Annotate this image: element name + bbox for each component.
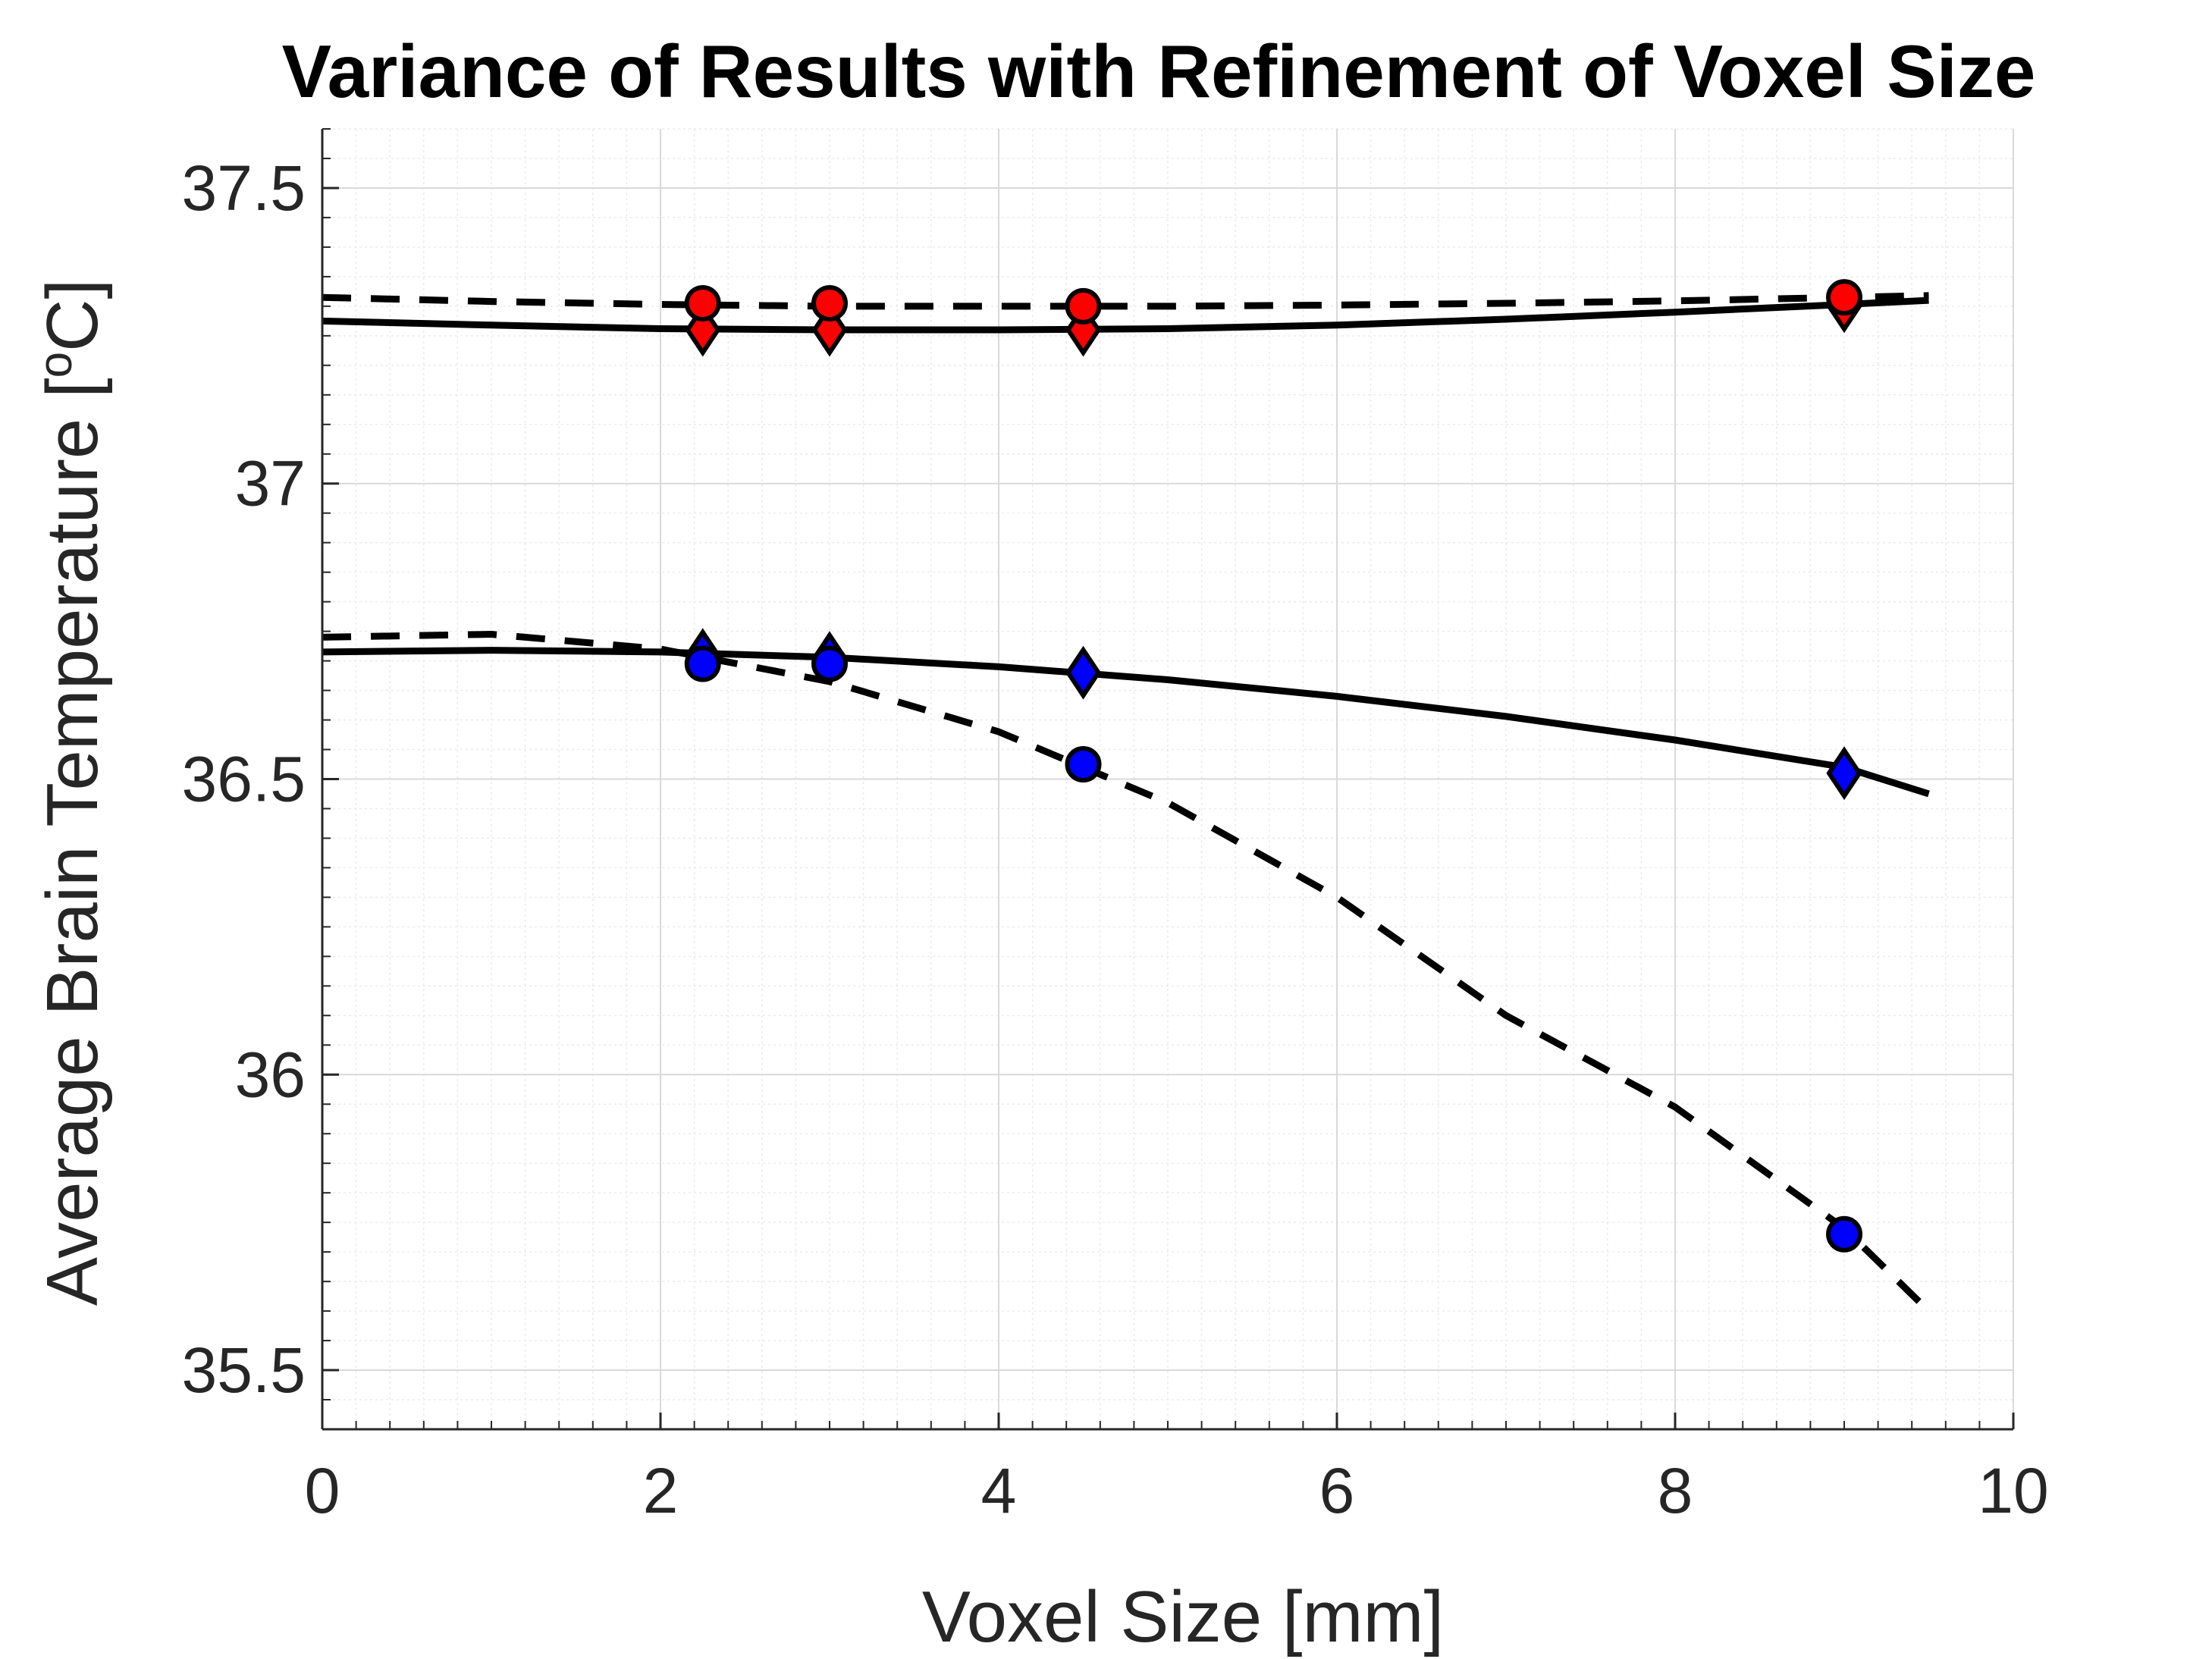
- x-tick-label: 4: [981, 1455, 1017, 1526]
- axes: [321, 128, 2015, 1431]
- y-tick-label: 36.5: [182, 744, 306, 815]
- y-tick-label: 37.5: [182, 152, 306, 224]
- circle-marker: [811, 645, 848, 682]
- circle-marker: [1065, 746, 1102, 783]
- y-axis-label: Average Brain Temperature [oC]: [30, 279, 114, 1306]
- circle-marker: [684, 284, 721, 321]
- fit-curves: [322, 292, 1931, 1314]
- y-tick-label: 37: [235, 448, 306, 519]
- circle-marker: [1826, 279, 1862, 316]
- x-tick-label: 2: [643, 1455, 679, 1526]
- fit-curve-dashed-1: [322, 292, 1929, 310]
- y-axis-label-sup: o: [30, 352, 82, 378]
- fit-curve-solid-2: [322, 647, 1930, 798]
- circle-marker: [811, 284, 848, 321]
- circle-marker: [1065, 287, 1102, 325]
- x-tick-label: 0: [305, 1455, 340, 1526]
- circle-marker: [684, 645, 721, 682]
- x-axis-label: Voxel Size [mm]: [922, 1576, 1444, 1657]
- circle-marker: [1826, 1215, 1862, 1253]
- x-tick-label: 10: [1978, 1455, 2048, 1526]
- x-tick-label: 8: [1658, 1455, 1693, 1526]
- y-axis-label-end: C]: [32, 279, 113, 352]
- y-tick-label: 36: [235, 1039, 306, 1110]
- chart-title: Variance of Results with Refinement of V…: [282, 30, 2036, 113]
- y-axis-label-main: Average Brain Temperature [: [32, 378, 113, 1306]
- tick-labels: 0 2 4 6 8 10 35.5 36 36.5 37 37.5: [182, 152, 2049, 1526]
- y-tick-label: 35.5: [182, 1334, 306, 1406]
- x-tick-label: 6: [1319, 1455, 1355, 1526]
- fit-curve-solid-0: [322, 296, 1929, 334]
- diamond-marker: [1065, 645, 1102, 700]
- data-markers: [684, 279, 1862, 1253]
- fit-curve-dashed-3: [322, 631, 1931, 1314]
- diamond-marker: [1826, 746, 1862, 801]
